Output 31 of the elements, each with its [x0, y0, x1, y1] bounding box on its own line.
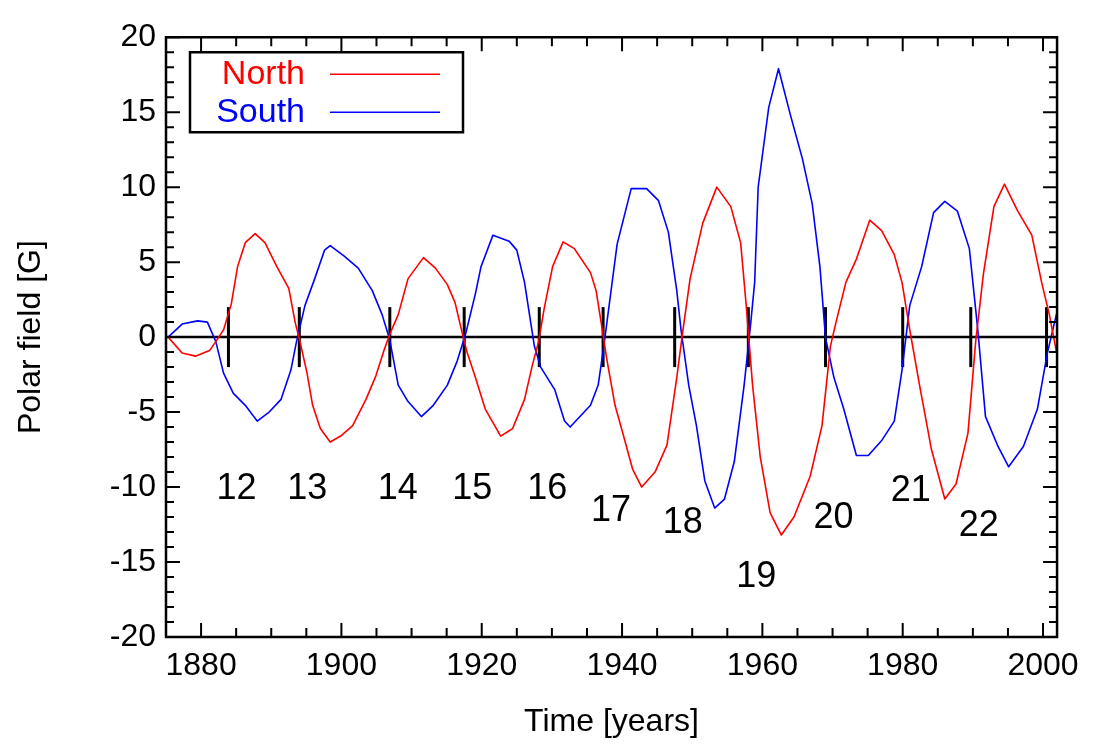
annotation: 12 — [216, 466, 257, 508]
annotation: 15 — [452, 466, 493, 508]
y-tick-label: -15 — [109, 541, 156, 578]
y-tick-label: 5 — [138, 241, 156, 278]
y-axis-title: Polar field [G] — [11, 240, 48, 435]
y-tick-label: -5 — [127, 391, 156, 428]
annotation: 13 — [287, 466, 328, 508]
annotation: 19 — [736, 553, 777, 595]
annotation: 17 — [591, 487, 632, 529]
y-tick-label: -20 — [109, 616, 156, 653]
annotation: 14 — [377, 466, 418, 508]
x-tick-label: 1900 — [305, 646, 377, 683]
y-tick-label: 10 — [120, 166, 156, 203]
x-tick-label: 1980 — [867, 646, 939, 683]
annotation: 21 — [890, 468, 931, 510]
x-tick-label: 1920 — [446, 646, 518, 683]
x-tick-label: 1880 — [165, 646, 237, 683]
annotation: 18 — [662, 499, 703, 541]
y-tick-label: -10 — [109, 466, 156, 503]
legend-label: South — [216, 90, 305, 129]
y-tick-label: 0 — [138, 316, 156, 353]
x-tick-label: 2000 — [1007, 646, 1079, 683]
x-tick-label: 1940 — [586, 646, 658, 683]
x-tick-label: 1960 — [726, 646, 798, 683]
legend-label: North — [221, 52, 305, 91]
x-axis-title: Time [years] — [524, 701, 699, 738]
annotation: 16 — [527, 466, 568, 508]
y-tick-label: 15 — [120, 92, 156, 128]
y-tick-label: 20 — [120, 17, 156, 54]
annotation: 20 — [813, 495, 854, 537]
annotation: 22 — [958, 502, 999, 544]
